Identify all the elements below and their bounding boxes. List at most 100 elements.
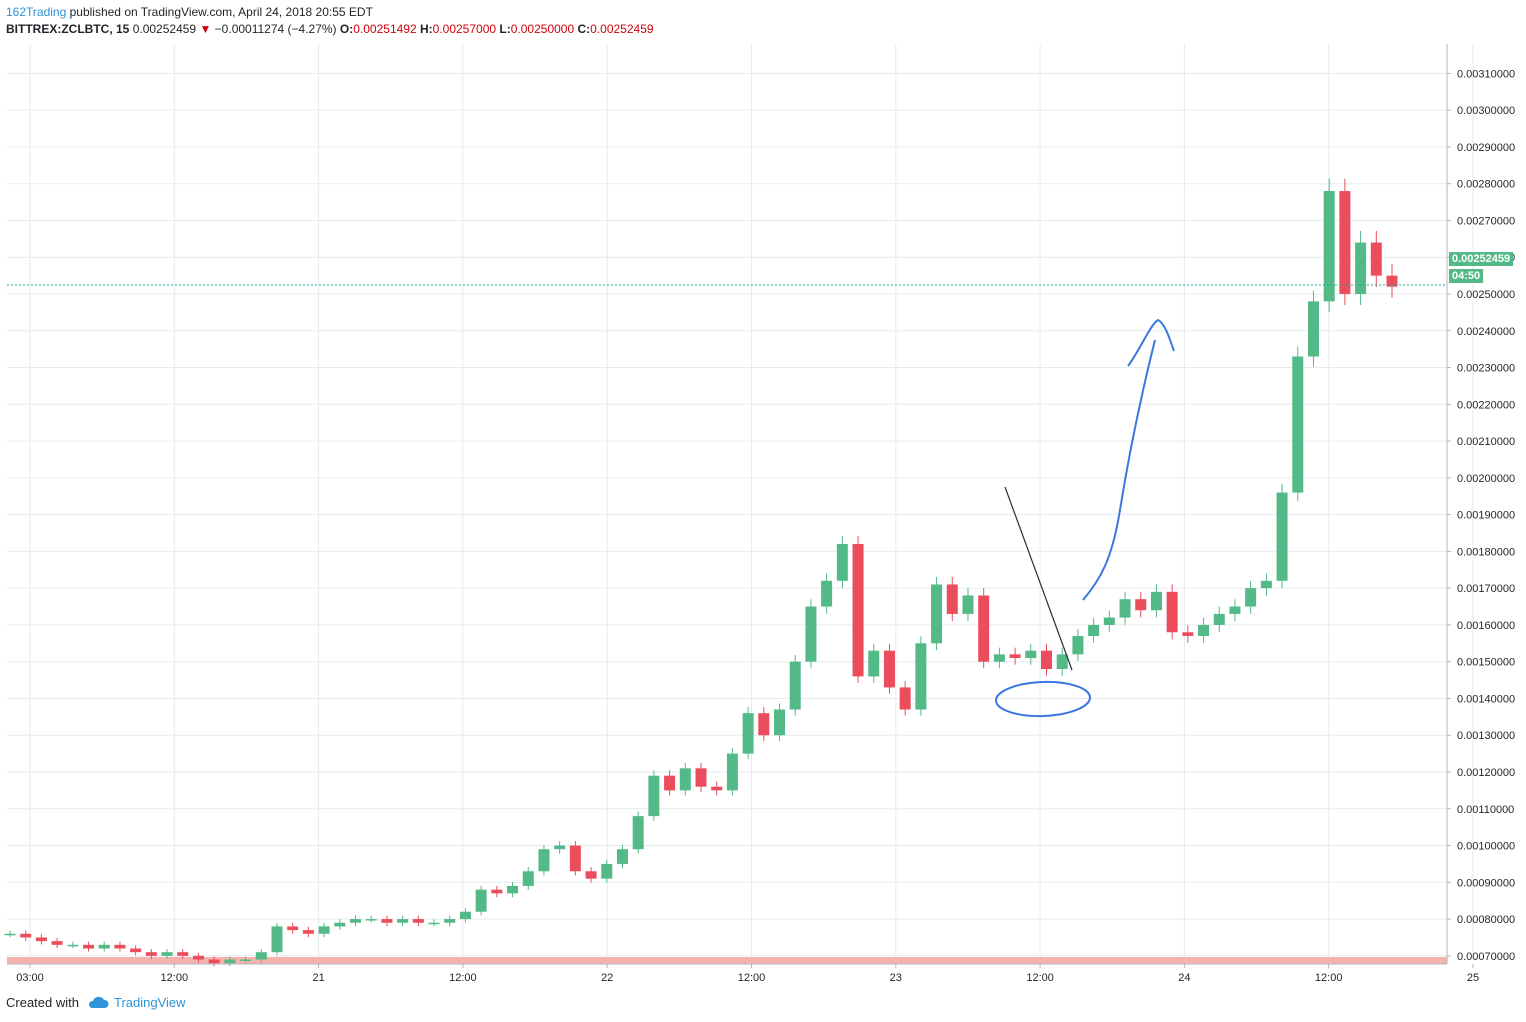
x-tick-label: 21 (312, 972, 324, 984)
candle-body (664, 775, 676, 791)
price-axis: 0.00310000 0.00300000 0.00290000 0.00280000… (1447, 68, 1515, 963)
candle-body (240, 959, 252, 962)
candle-body (679, 768, 691, 791)
candle-body (1292, 356, 1304, 493)
candle-body (601, 863, 613, 879)
volume-band (7, 957, 1447, 964)
x-tick-label: 12:00 (161, 972, 189, 984)
candle-body (1355, 242, 1367, 294)
x-tick-label: 24 (1178, 972, 1190, 984)
y-tick-label: 0.00070000 (1457, 951, 1515, 963)
candle-body (459, 911, 471, 920)
x-tick-label: 12:00 (1026, 972, 1054, 984)
candle-body (1307, 301, 1319, 357)
candle-body (962, 595, 974, 614)
close-label: C: (577, 22, 591, 36)
candle-body (993, 654, 1005, 662)
brand-label: TradingView (113, 995, 186, 1010)
y-tick-label: 0.00300000 (1457, 105, 1515, 117)
candle-body (1135, 599, 1147, 611)
candle-body (1198, 624, 1210, 636)
arrow-annotation[interactable] (1082, 339, 1156, 601)
candle-body (695, 768, 707, 787)
candle-body (1166, 591, 1178, 633)
candle-body (789, 661, 801, 710)
author-link[interactable]: 162Trading (6, 5, 67, 19)
y-tick-label: 0.00240000 (1457, 326, 1515, 338)
candle-body (1260, 580, 1272, 589)
y-tick-label: 0.00140000 (1457, 693, 1515, 705)
x-tick-label: 23 (890, 972, 902, 984)
candle-body (883, 650, 895, 688)
candle-body (114, 944, 126, 949)
bar-countdown-tag: 04:50 (1449, 269, 1484, 283)
trendline-drawing[interactable] (1004, 486, 1073, 671)
candle-body (648, 775, 660, 817)
candle-body (130, 948, 142, 953)
candle-body (554, 845, 566, 850)
y-tick-label: 0.00210000 (1457, 436, 1515, 448)
y-tick-label: 0.00310000 (1457, 68, 1515, 80)
candle-body (507, 885, 519, 894)
candle-body (350, 919, 361, 923)
candle-body (1339, 191, 1351, 294)
low-value: 0.00250000 (510, 22, 575, 36)
candle-body (852, 544, 864, 677)
candle-body (821, 580, 833, 607)
y-tick-label: 0.00270000 (1457, 215, 1515, 227)
low-label: L: (499, 22, 511, 36)
candle-body (726, 753, 738, 791)
candle-body (4, 933, 16, 936)
y-tick-label: 0.00170000 (1457, 583, 1515, 595)
last-price: 0.00252459 (132, 22, 197, 36)
y-tick-label: 0.00200000 (1457, 473, 1515, 485)
candle-body (1386, 275, 1398, 287)
candle-body (271, 926, 283, 953)
created-with-text: Created with (6, 995, 79, 1010)
candle-body (915, 643, 927, 710)
y-tick-label: 0.00230000 (1457, 363, 1515, 375)
x-tick-label: 12:00 (1315, 972, 1343, 984)
candle-body (1103, 617, 1115, 625)
candle-body (805, 606, 817, 662)
candle-body (1323, 191, 1335, 302)
candle-body (428, 922, 440, 925)
candle-body (1088, 624, 1100, 636)
tradingview-brand[interactable]: TradingView (87, 995, 186, 1010)
candle-body (1245, 588, 1257, 607)
candle-body (67, 944, 79, 947)
y-tick-label: 0.00110000 (1457, 804, 1514, 816)
y-tick-label: 0.00150000 (1457, 657, 1515, 669)
candle-body (632, 816, 644, 850)
candle-body (1229, 606, 1241, 614)
candle-body (774, 709, 786, 736)
last-price-tag: 0.00252459 (1449, 252, 1514, 266)
candle-body (1119, 599, 1131, 618)
candle-body (51, 941, 63, 945)
x-tick-label: 12:00 (449, 972, 477, 984)
candle-body (20, 933, 32, 938)
candle-body (98, 944, 110, 949)
y-tick-label: 0.00190000 (1457, 510, 1515, 522)
candle-body (569, 845, 581, 872)
candle-body (302, 930, 314, 934)
candle-body (978, 595, 990, 662)
candle-body (931, 584, 943, 644)
down-arrow-icon: ▼ (199, 22, 212, 36)
y-tick-label: 0.00080000 (1457, 914, 1515, 926)
circle-annotation[interactable] (995, 680, 1091, 718)
candle-body (1072, 635, 1084, 655)
candle-body (444, 919, 456, 923)
arrow-head-annotation[interactable] (1127, 318, 1175, 367)
candle-body (365, 919, 377, 921)
cloud-icon (88, 996, 109, 1008)
candle-body (836, 544, 848, 581)
candle-body (616, 849, 628, 864)
y-tick-label: 0.00280000 (1457, 179, 1515, 191)
y-tick-label: 0.00180000 (1457, 546, 1515, 558)
symbol-info-line: BITTREX:ZCLBTC, 15 0.00252459 ▼ −0.00011… (6, 21, 654, 37)
candle-body (522, 871, 534, 886)
grid (7, 44, 1474, 957)
high-label: H: (419, 22, 433, 36)
